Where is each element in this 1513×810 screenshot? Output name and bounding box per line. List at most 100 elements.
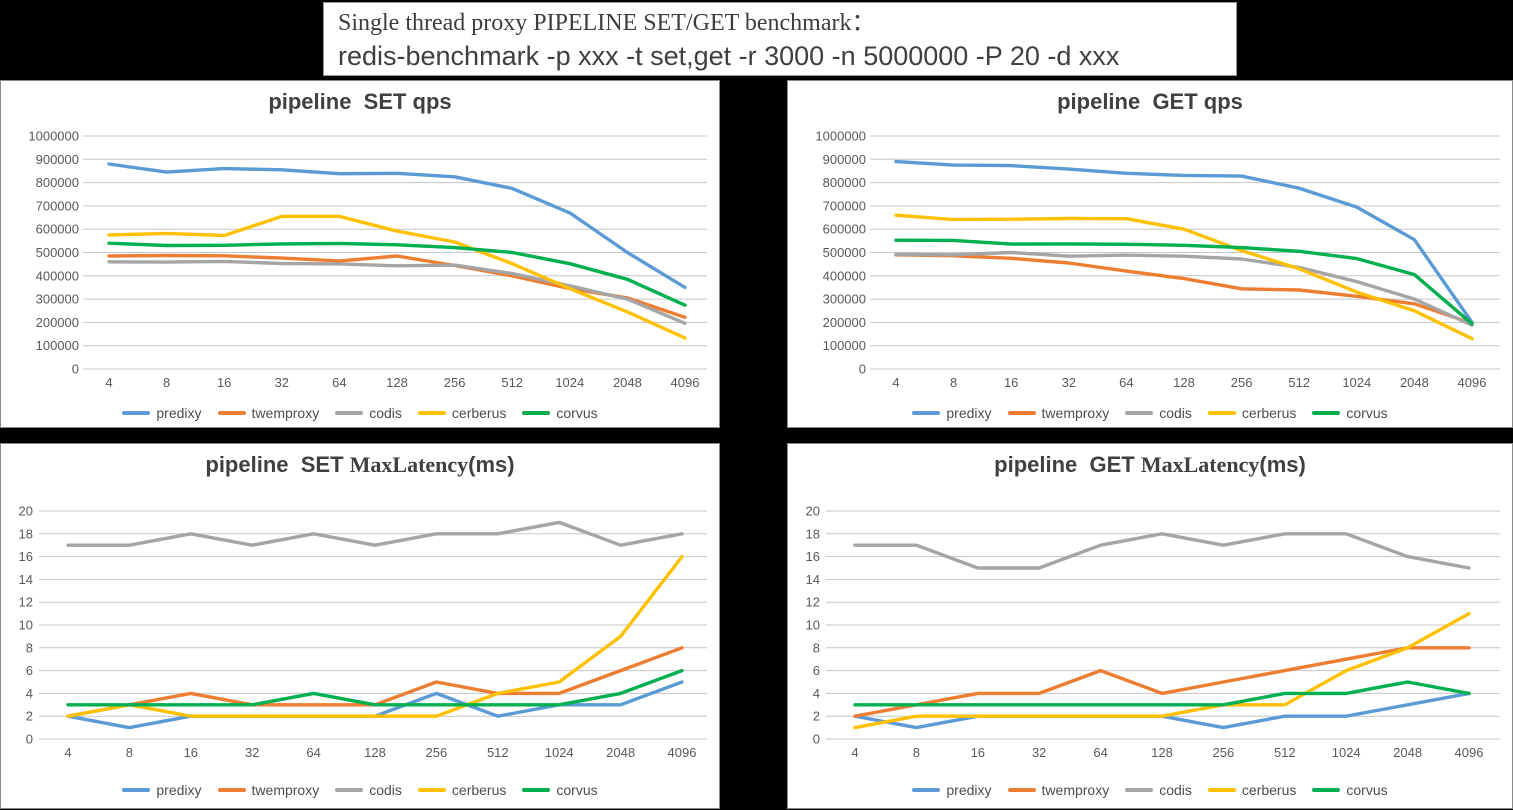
svg-text:128: 128 xyxy=(1151,745,1173,760)
legend-item: codis xyxy=(1125,405,1192,421)
chart-title-set-qps: pipeline SET qps xyxy=(1,89,719,115)
svg-text:2048: 2048 xyxy=(606,745,635,760)
svg-text:4: 4 xyxy=(64,745,71,760)
legend-label: cerberus xyxy=(451,782,507,798)
corvus-swatch xyxy=(522,788,551,792)
legend-label: cerberus xyxy=(1241,405,1297,421)
twemproxy-swatch xyxy=(217,788,246,792)
svg-text:400000: 400000 xyxy=(823,268,866,283)
legend-label: twemproxy xyxy=(251,782,320,798)
svg-text:2: 2 xyxy=(26,709,33,724)
legend-item: cerberus xyxy=(1207,405,1297,421)
svg-text:300000: 300000 xyxy=(36,292,79,307)
svg-text:200000: 200000 xyxy=(36,315,79,330)
svg-text:18: 18 xyxy=(19,526,33,541)
cerberus-swatch xyxy=(1207,788,1236,792)
svg-text:4: 4 xyxy=(26,686,33,701)
legend-item: corvus xyxy=(1312,782,1388,798)
svg-text:512: 512 xyxy=(501,375,523,390)
svg-text:0: 0 xyxy=(859,362,866,377)
legend-item: cerberus xyxy=(417,782,507,798)
legend-item: twemproxy xyxy=(217,782,320,798)
panel-set-maxlatency: pipeline SET MaxLatency(ms) 0 2 4 6 8 10 12 14 1… xyxy=(0,443,720,809)
svg-text:128: 128 xyxy=(386,375,408,390)
legend-label: codis xyxy=(1159,405,1192,421)
predixy-swatch xyxy=(122,788,151,792)
svg-text:2048: 2048 xyxy=(1393,745,1422,760)
svg-text:8: 8 xyxy=(813,640,820,655)
svg-text:800000: 800000 xyxy=(823,175,866,190)
svg-text:256: 256 xyxy=(1231,375,1253,390)
codis-swatch xyxy=(335,411,364,415)
svg-text:14: 14 xyxy=(806,572,820,587)
predixy-swatch xyxy=(122,411,151,415)
legend-set-maxlatency: predixy twemproxy codis cerberus corvus xyxy=(1,782,719,798)
legend-label: predixy xyxy=(156,782,202,798)
corvus-swatch xyxy=(1312,411,1341,415)
twemproxy-swatch xyxy=(217,411,246,415)
legend-item: corvus xyxy=(522,782,598,798)
svg-text:10: 10 xyxy=(19,618,33,633)
svg-text:512: 512 xyxy=(1288,375,1310,390)
title-serif: MaxLatency xyxy=(349,452,469,477)
svg-text:100000: 100000 xyxy=(823,338,866,353)
svg-text:600000: 600000 xyxy=(36,222,79,237)
svg-text:4: 4 xyxy=(851,745,858,760)
legend-label: corvus xyxy=(556,405,598,421)
svg-text:512: 512 xyxy=(487,745,509,760)
svg-text:300000: 300000 xyxy=(823,292,866,307)
svg-text:6: 6 xyxy=(813,663,820,678)
chart-title-set-maxlatency: pipeline SET MaxLatency(ms) xyxy=(1,452,719,478)
legend-item: twemproxy xyxy=(1007,782,1110,798)
svg-text:32: 32 xyxy=(1062,375,1076,390)
predixy-swatch xyxy=(912,411,941,415)
svg-text:1024: 1024 xyxy=(1342,375,1371,390)
get-qps-plot: 0 100000 200000 300000 400000 500000 600000 700… xyxy=(815,129,1500,390)
predixy-swatch xyxy=(912,788,941,792)
cerberus-swatch xyxy=(417,788,446,792)
legend-item: corvus xyxy=(522,405,598,421)
svg-text:0: 0 xyxy=(26,732,33,747)
svg-text:32: 32 xyxy=(275,375,289,390)
legend-label: corvus xyxy=(1346,405,1388,421)
svg-text:256: 256 xyxy=(1213,745,1235,760)
legend-label: twemproxy xyxy=(1041,405,1110,421)
svg-text:12: 12 xyxy=(19,595,33,610)
svg-text:400000: 400000 xyxy=(36,268,79,283)
legend-item: codis xyxy=(335,782,402,798)
svg-text:1000000: 1000000 xyxy=(815,129,866,144)
svg-text:256: 256 xyxy=(444,375,466,390)
svg-text:64: 64 xyxy=(1119,375,1133,390)
svg-text:32: 32 xyxy=(245,745,259,760)
cerberus-swatch xyxy=(1207,411,1236,415)
legend-item: predixy xyxy=(122,405,202,421)
legend-label: corvus xyxy=(1346,782,1388,798)
panel-set-qps: pipeline SET qps 0 100000 200000 300000 4000… xyxy=(0,80,720,428)
legend-label: predixy xyxy=(946,782,992,798)
svg-text:512: 512 xyxy=(1274,745,1296,760)
svg-text:1024: 1024 xyxy=(1332,745,1361,760)
legend-get-qps: predixy twemproxy codis cerberus corvus xyxy=(788,405,1512,421)
legend-item: predixy xyxy=(912,405,992,421)
title-sans: pipeline GET qps xyxy=(1057,89,1243,114)
svg-text:0: 0 xyxy=(72,362,79,377)
svg-text:900000: 900000 xyxy=(36,152,79,167)
svg-text:100000: 100000 xyxy=(36,338,79,353)
legend-label: cerberus xyxy=(1241,782,1297,798)
svg-text:4: 4 xyxy=(892,375,899,390)
legend-label: codis xyxy=(369,782,402,798)
svg-text:900000: 900000 xyxy=(823,152,866,167)
title-sans: pipeline SET xyxy=(205,452,350,477)
svg-text:256: 256 xyxy=(426,745,448,760)
legend-label: predixy xyxy=(156,405,202,421)
title-suffix: (ms) xyxy=(468,452,515,477)
title-box: Single thread proxy PIPELINE SET/GET ben… xyxy=(323,2,1237,76)
svg-text:4: 4 xyxy=(105,375,112,390)
legend-label: twemproxy xyxy=(1041,782,1110,798)
cerberus-swatch xyxy=(417,411,446,415)
svg-text:20: 20 xyxy=(19,504,33,519)
legend-set-qps: predixy twemproxy codis cerberus corvus xyxy=(1,405,719,421)
legend-item: predixy xyxy=(912,782,992,798)
svg-text:600000: 600000 xyxy=(823,222,866,237)
